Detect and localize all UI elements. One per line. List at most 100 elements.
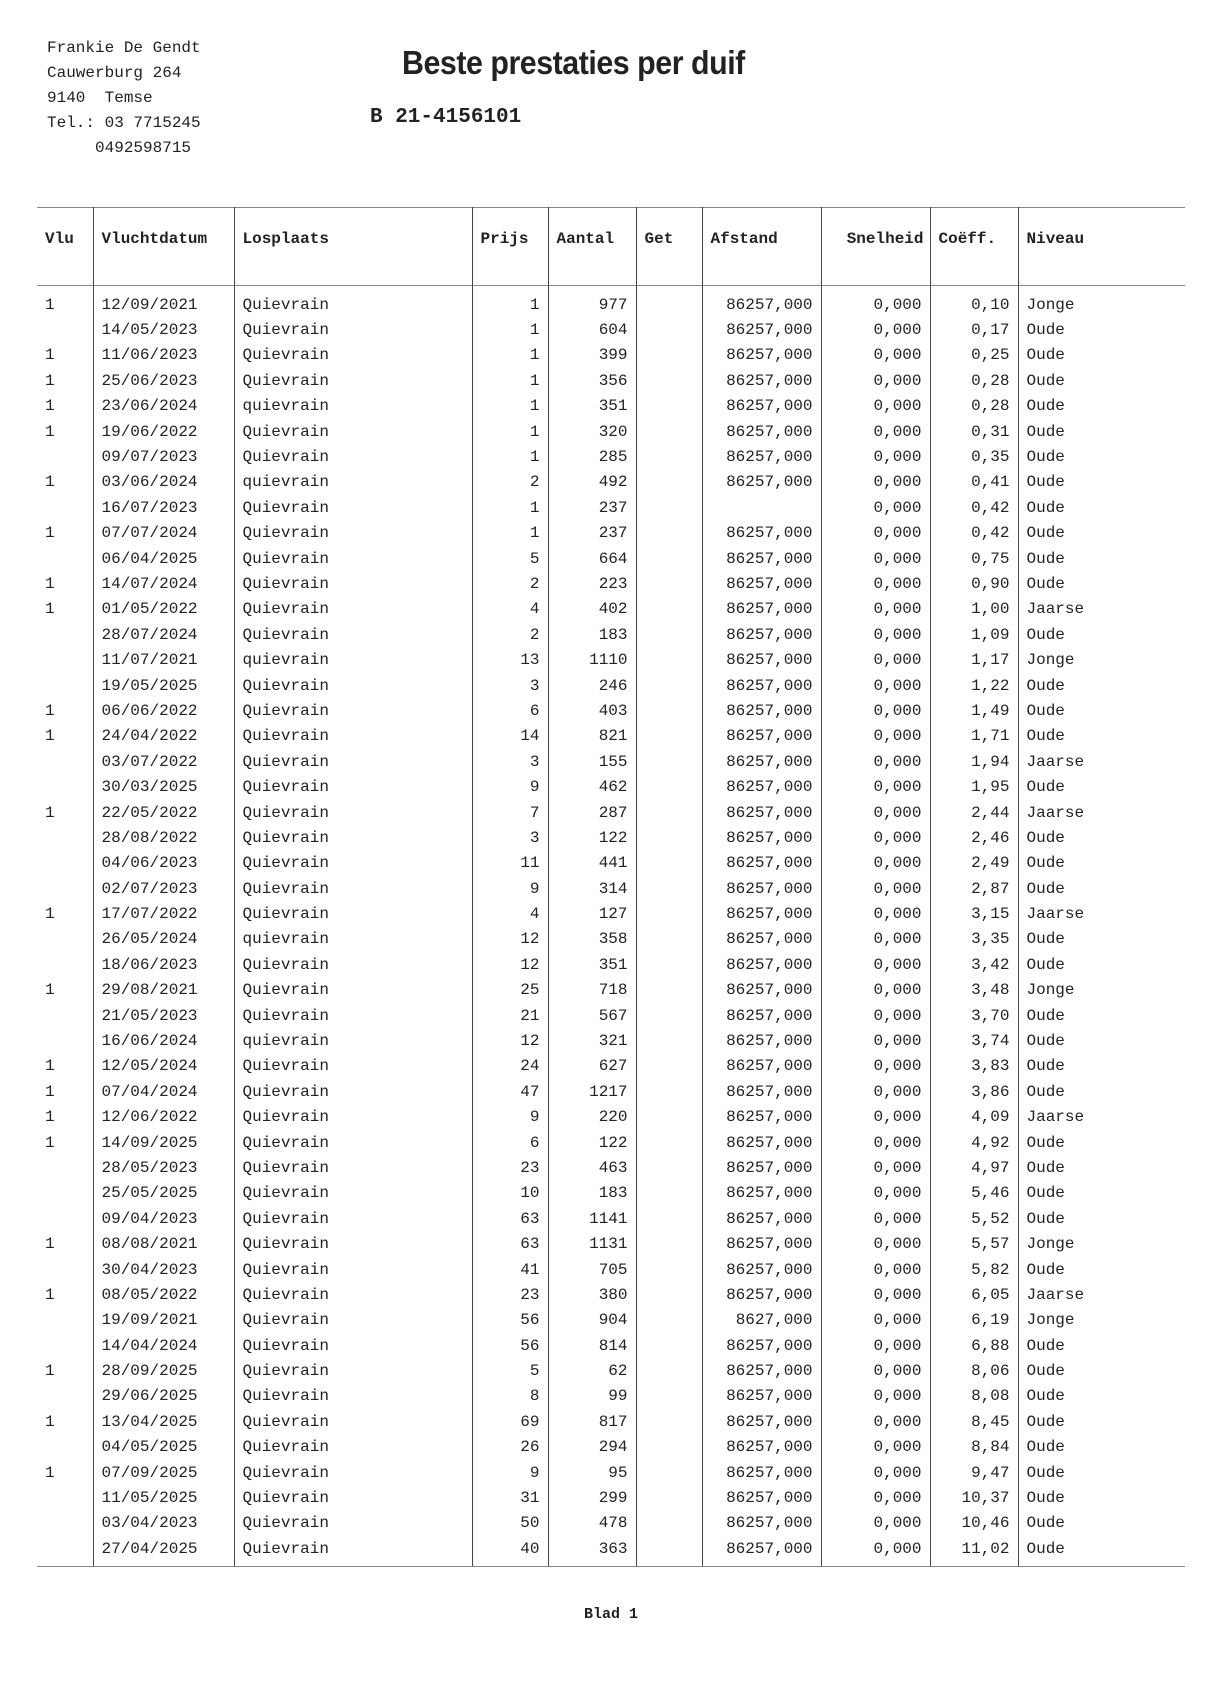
col-niveau: Niveau [1017, 207, 1185, 286]
cell-aantal: 1110 [547, 647, 636, 673]
cell-snelheid: 0,000 [820, 952, 930, 978]
cell-snelheid: 0,000 [820, 647, 930, 673]
cell-aantal: 183 [547, 622, 636, 648]
table-row: 16/06/2024 quievrain 12 321 86257,000 0,000 3,… [37, 1028, 1185, 1054]
cell-losplaats: Quievrain [233, 1180, 472, 1207]
cell-coeff: 4,09 [929, 1104, 1018, 1130]
cell-niveau: Oude [1017, 952, 1185, 978]
cell-aantal: 320 [547, 418, 636, 445]
cell-losplaats: Quievrain [233, 698, 472, 724]
results-table: Vlu Vluchtdatum Losplaats Prijs Aantal G… [37, 207, 1185, 1567]
cell-prijs: 12 [471, 1028, 548, 1054]
cell-prijs: 24 [471, 1053, 548, 1080]
cell-losplaats: Quievrain [233, 1282, 472, 1308]
cell-get [635, 1104, 702, 1130]
cell-vlu: 1 [45, 701, 55, 720]
cell-get [635, 1028, 702, 1054]
cell-aantal: 441 [547, 850, 636, 876]
cell-losplaats: Quievrain [233, 1383, 472, 1410]
cell-snelheid: 0,000 [820, 368, 930, 394]
cell-coeff: 5,52 [929, 1206, 1018, 1232]
cell-prijs: 12 [471, 926, 548, 953]
cell-prijs: 26 [471, 1434, 548, 1460]
cell-coeff: 1,17 [929, 647, 1018, 673]
cell-aantal: 122 [547, 1129, 636, 1156]
cell-aantal: 321 [547, 1028, 636, 1054]
cell-snelheid: 0,000 [820, 495, 930, 521]
cell-snelheid: 0,000 [820, 1231, 930, 1257]
cell-prijs: 63 [471, 1231, 548, 1257]
cell-afstand: 86257,000 [701, 469, 821, 496]
table-row: 1 07/07/2024 Quievrain 1 237 86257,000 0,000 0,… [37, 520, 1185, 546]
cell-niveau: Oude [1017, 1028, 1185, 1054]
cell-snelheid: 0,000 [820, 977, 930, 1003]
cell-aantal: 399 [547, 342, 636, 369]
table-header: Vlu Vluchtdatum Losplaats Prijs Aantal G… [37, 207, 1185, 286]
cell-afstand: 86257,000 [701, 622, 821, 648]
cell-coeff: 9,47 [929, 1459, 1018, 1486]
cell-prijs: 10 [471, 1180, 548, 1207]
cell-coeff: 0,41 [929, 469, 1018, 496]
table-row: 1 23/06/2024 quievrain 1 351 86257,000 0,000 0,… [37, 393, 1185, 419]
cell-prijs: 41 [471, 1256, 548, 1283]
cell-get [635, 1307, 702, 1334]
table-row: 27/04/2025 Quievrain 40 363 86257,000 0,000 11… [37, 1536, 1185, 1567]
cell-afstand: 86257,000 [701, 723, 821, 750]
cell-vluchtdatum: 14/07/2024 [92, 571, 234, 597]
cell-niveau: Oude [1017, 1079, 1185, 1105]
cell-vlu: 1 [45, 1082, 55, 1101]
cell-coeff: 0,42 [929, 520, 1018, 546]
cell-coeff: 11,02 [929, 1536, 1018, 1567]
cell-vlu: 1 [45, 727, 55, 746]
cell-vlu [37, 749, 93, 774]
cell-afstand: 86257,000 [701, 1028, 821, 1054]
table-row: 1 12/09/2021 Quievrain 1 977 86257,000 0,000 0,… [37, 285, 1185, 318]
cell-aantal: 627 [547, 1053, 636, 1080]
table-row: 02/07/2023 Quievrain 9 314 86257,000 0,000 2,8… [37, 875, 1185, 902]
cell-vluchtdatum: 28/08/2022 [92, 825, 234, 851]
cell-vluchtdatum: 08/08/2021 [92, 1231, 234, 1257]
cell-losplaats: Quievrain [233, 1307, 472, 1334]
cell-coeff: 10,37 [929, 1485, 1018, 1511]
cell-afstand: 86257,000 [701, 774, 821, 800]
cell-niveau: Jonge [1017, 647, 1185, 673]
cell-snelheid: 0,000 [820, 672, 930, 699]
cell-niveau: Oude [1017, 368, 1185, 394]
cell-aantal: 351 [547, 393, 636, 419]
cell-get [635, 1510, 702, 1537]
cell-vlu [37, 876, 93, 901]
table-row: 09/04/2023 Quievrain 63 1141 86257,000 0,000 5… [37, 1206, 1185, 1232]
cell-vlu [37, 495, 93, 520]
cell-get [635, 1459, 702, 1486]
cell-vluchtdatum: 04/05/2025 [92, 1434, 234, 1460]
cell-niveau: Oude [1017, 1053, 1185, 1080]
cell-vlu: 1 [45, 1133, 55, 1152]
cell-prijs: 50 [471, 1510, 548, 1537]
table-row: 26/05/2024 quievrain 12 358 86257,000 0,000 3,… [37, 926, 1185, 953]
cell-vlu [37, 851, 93, 876]
cell-snelheid: 0,000 [820, 596, 930, 623]
cell-prijs: 2 [471, 469, 548, 496]
col-get: Get [635, 207, 702, 286]
cell-aantal: 183 [547, 1180, 636, 1207]
cell-niveau: Oude [1017, 850, 1185, 876]
table-row: 1 17/07/2022 Quievrain 4 127 86257,000 0,000 3,… [37, 901, 1185, 927]
col-coeff: Coëff. [929, 207, 1018, 286]
cell-afstand: 86257,000 [701, 1104, 821, 1130]
cell-niveau: Jaarse [1017, 799, 1185, 826]
cell-snelheid: 0,000 [820, 1358, 930, 1384]
cell-vluchtdatum: 30/03/2025 [92, 774, 234, 800]
cell-afstand: 86257,000 [701, 1256, 821, 1283]
cell-prijs: 9 [471, 1459, 548, 1486]
cell-niveau: Oude [1017, 1180, 1185, 1207]
table-row: 1 14/09/2025 Quievrain 6 122 86257,000 0,000 4,… [37, 1129, 1185, 1156]
cell-niveau: Oude [1017, 1485, 1185, 1511]
cell-prijs: 31 [471, 1485, 548, 1511]
cell-get [635, 672, 702, 699]
cell-aantal: 402 [547, 596, 636, 623]
cell-afstand: 8627,000 [701, 1307, 821, 1334]
cell-aantal: 122 [547, 825, 636, 851]
cell-vlu: 1 [45, 1412, 55, 1431]
cell-coeff: 0,28 [929, 368, 1018, 394]
cell-vluchtdatum: 12/09/2021 [92, 285, 234, 318]
